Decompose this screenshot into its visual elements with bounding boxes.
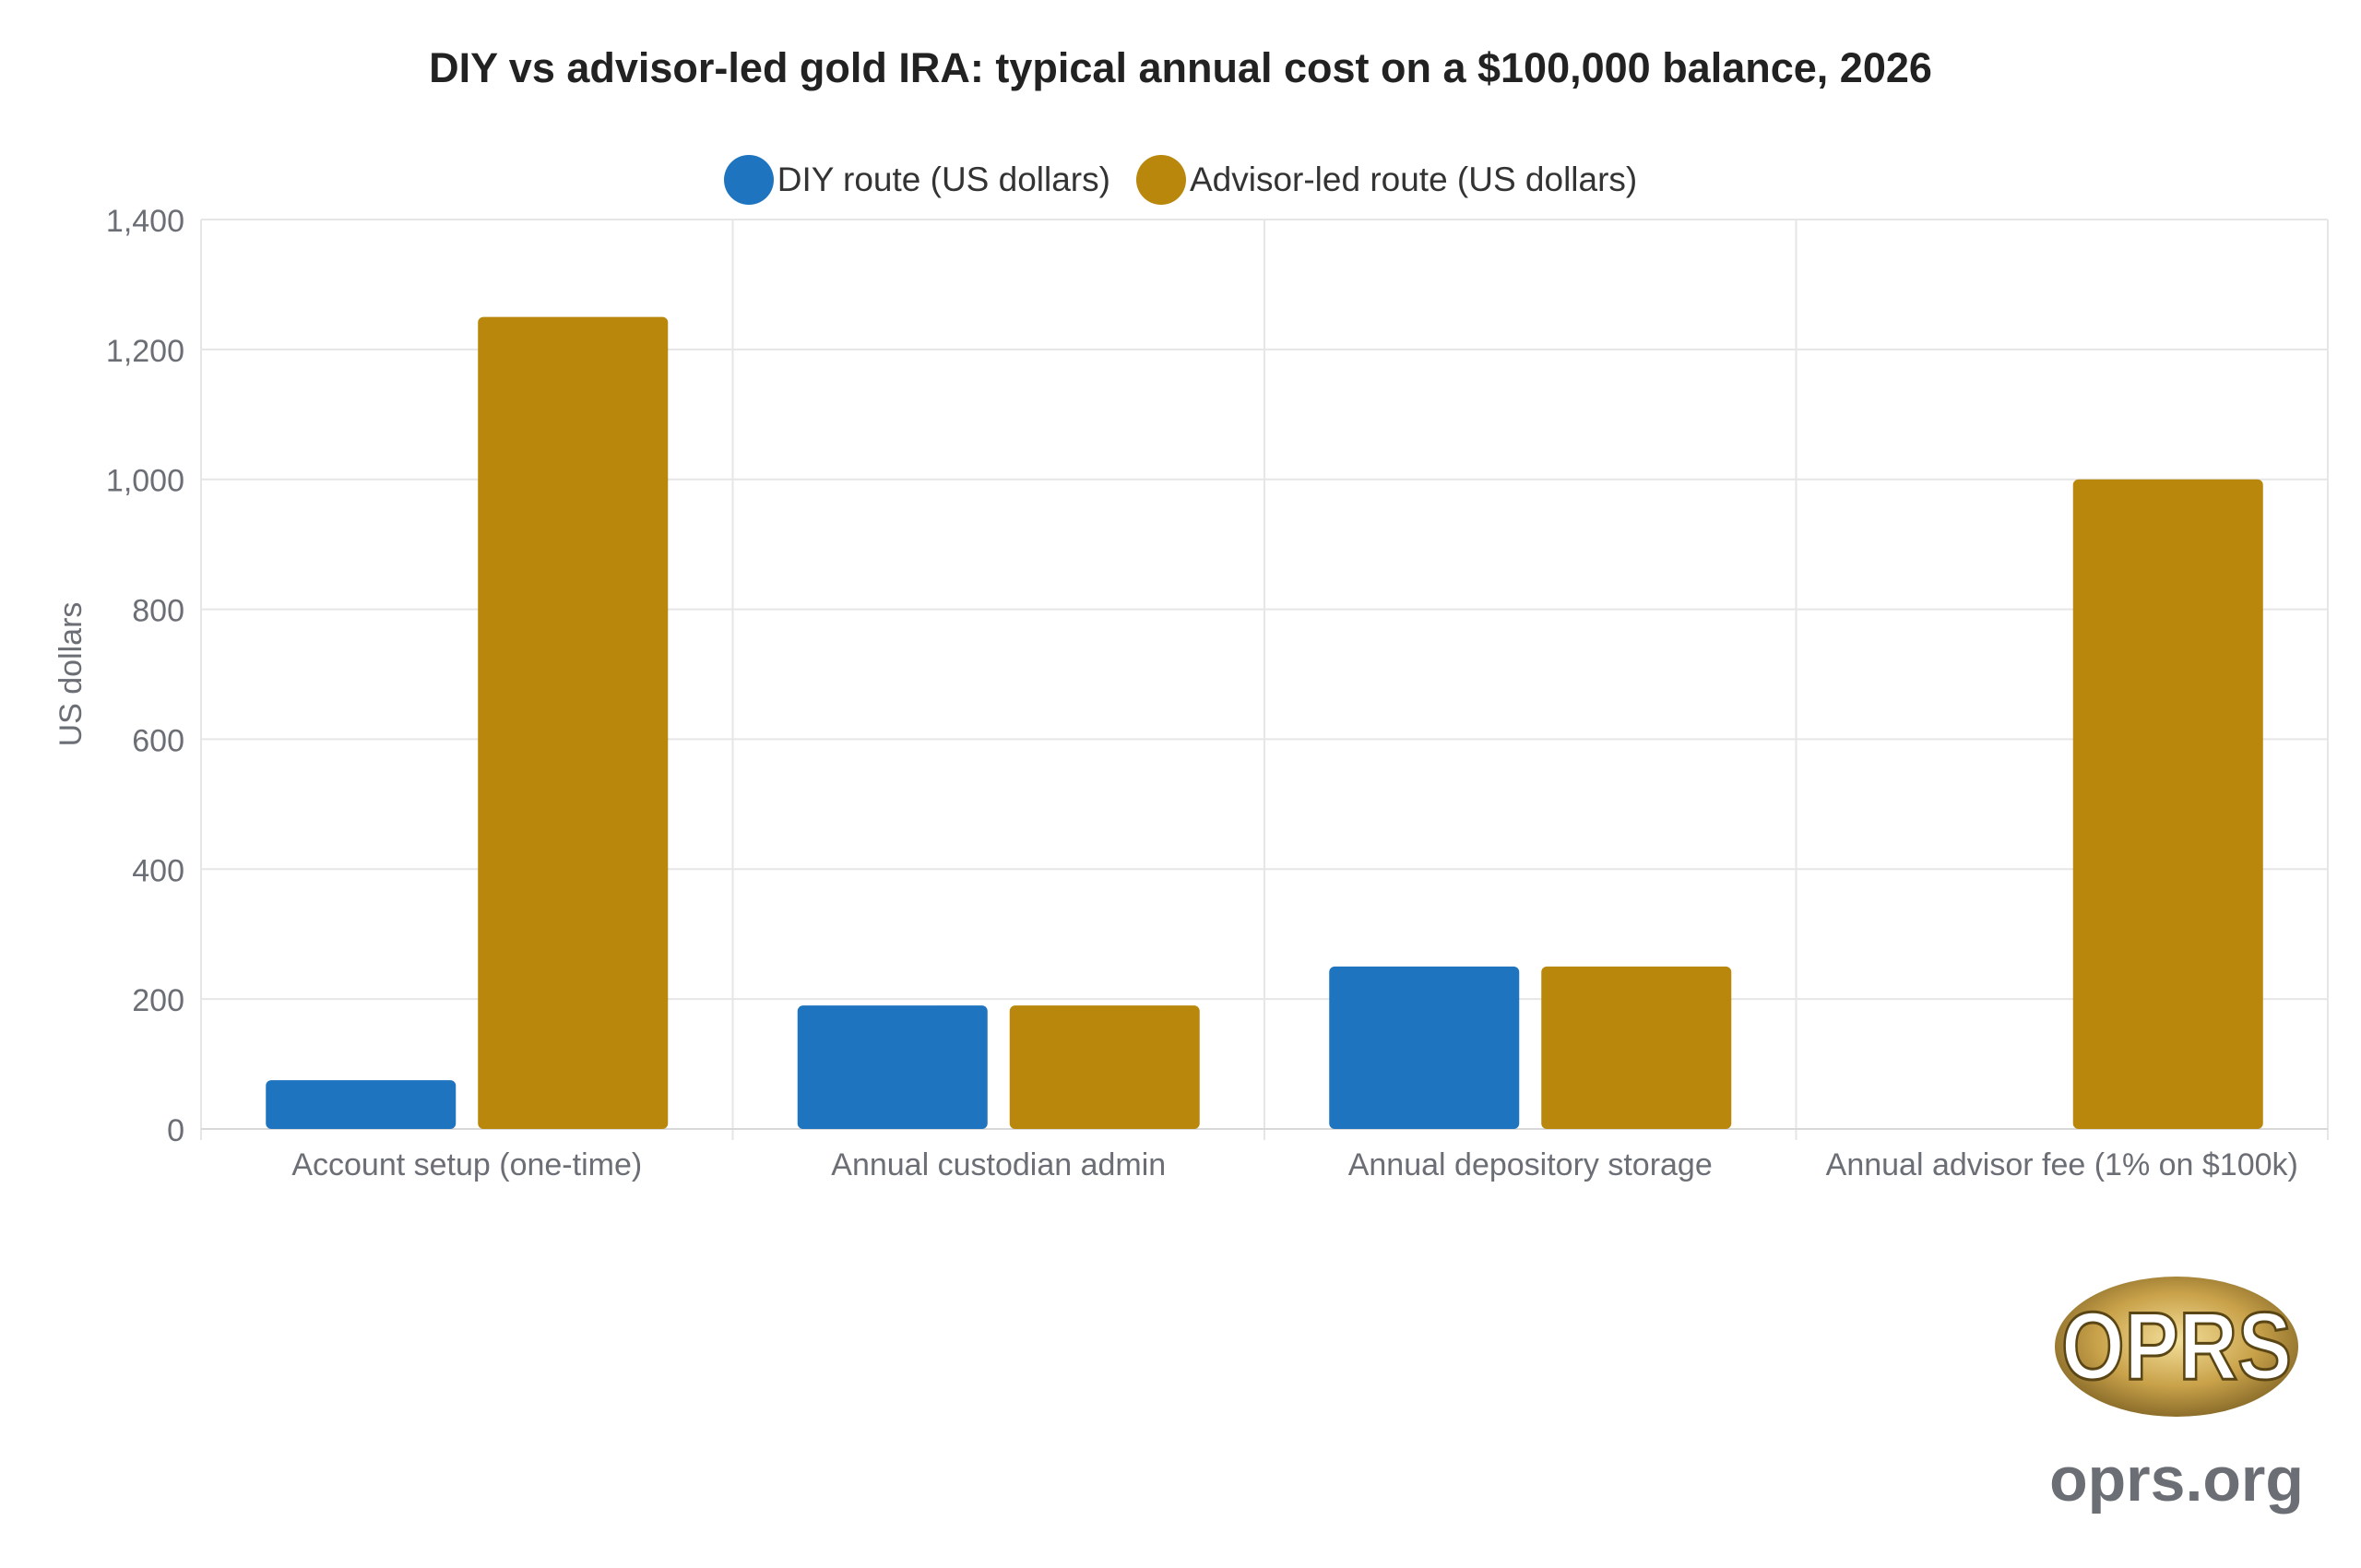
bar-diy [1329, 966, 1520, 1129]
legend-label-diy: DIY route (US dollars) [777, 160, 1110, 198]
x-tick-label: Annual depository storage [1348, 1147, 1713, 1182]
x-tick-label: Account setup (one-time) [291, 1147, 642, 1182]
x-tick-label: Annual advisor fee (1% on $100k) [1826, 1147, 2298, 1182]
bar-advisor [1541, 966, 1732, 1129]
svg-text:OPRS: OPRS [2061, 1293, 2292, 1400]
y-tick-label: 200 [132, 983, 184, 1018]
legend-swatch-diy [723, 155, 774, 205]
legend-swatch-advisor [1135, 155, 1186, 205]
bar-advisor [1009, 1005, 1200, 1129]
site-url[interactable]: oprs.org [2049, 1444, 2304, 1515]
legend-item-advisor[interactable]: Advisor-led route (US dollars) [1135, 155, 1638, 205]
bar-diy [266, 1080, 457, 1129]
y-tick-label: 1,200 [106, 334, 184, 369]
y-axis-label: US dollars [53, 602, 89, 747]
x-tick-label: Annual custodian admin [831, 1147, 1166, 1182]
y-tick-label: 400 [132, 853, 184, 888]
oprs-logo: OPRS [2055, 1277, 2298, 1417]
legend-item-diy[interactable]: DIY route (US dollars) [723, 155, 1110, 205]
y-tick-label: 1,000 [106, 464, 184, 499]
y-tick-label: 800 [132, 594, 184, 629]
chart-title: DIY vs advisor-led gold IRA: typical ann… [429, 44, 1932, 91]
y-tick-label: 0 [167, 1113, 184, 1148]
legend: DIY route (US dollars) Advisor-led route… [0, 155, 2361, 205]
bar-diy [797, 1005, 988, 1129]
bar-advisor [2072, 479, 2263, 1129]
legend-label-advisor: Advisor-led route (US dollars) [1189, 160, 1638, 198]
y-tick-label: 1,400 [106, 204, 184, 239]
y-tick-label: 600 [132, 723, 184, 758]
bar-advisor [478, 316, 669, 1130]
